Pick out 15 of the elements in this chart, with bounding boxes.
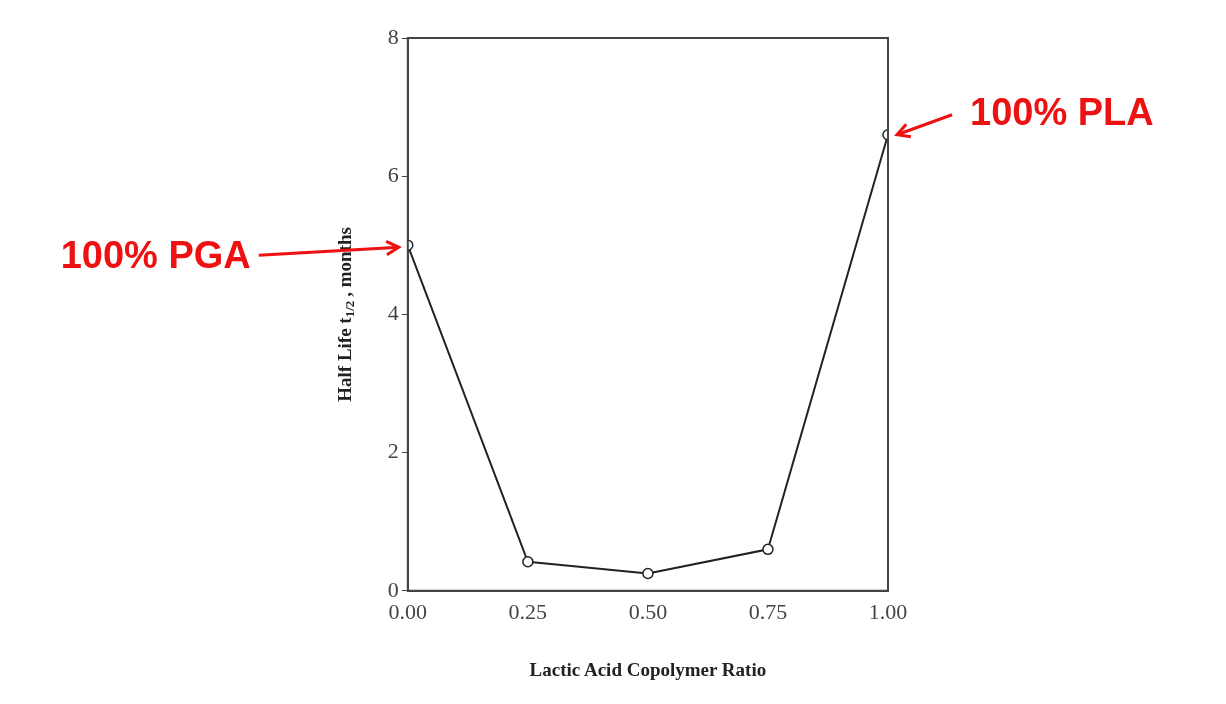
y-tick-label: 6 <box>387 161 399 187</box>
x-tick-label: 1.00 <box>868 598 908 624</box>
x-tick-label: 0.75 <box>748 598 788 624</box>
annotation: 100% PLA <box>970 91 1154 134</box>
point <box>762 543 774 556</box>
y-tick-label: 4 <box>387 300 399 326</box>
y-axis-title: Half Life t1/2, months <box>333 227 358 402</box>
x-tick-label: 0.25 <box>508 598 548 624</box>
annotation: 100% PGA <box>60 233 251 276</box>
y-tick-label: 2 <box>387 438 399 464</box>
point <box>642 567 654 580</box>
y-tick-label: 8 <box>387 23 399 49</box>
x-axis-title: Lactic Acid Copolymer Ratio <box>529 658 767 680</box>
point <box>522 556 534 568</box>
x-tick-label: 0.50 <box>628 598 668 624</box>
